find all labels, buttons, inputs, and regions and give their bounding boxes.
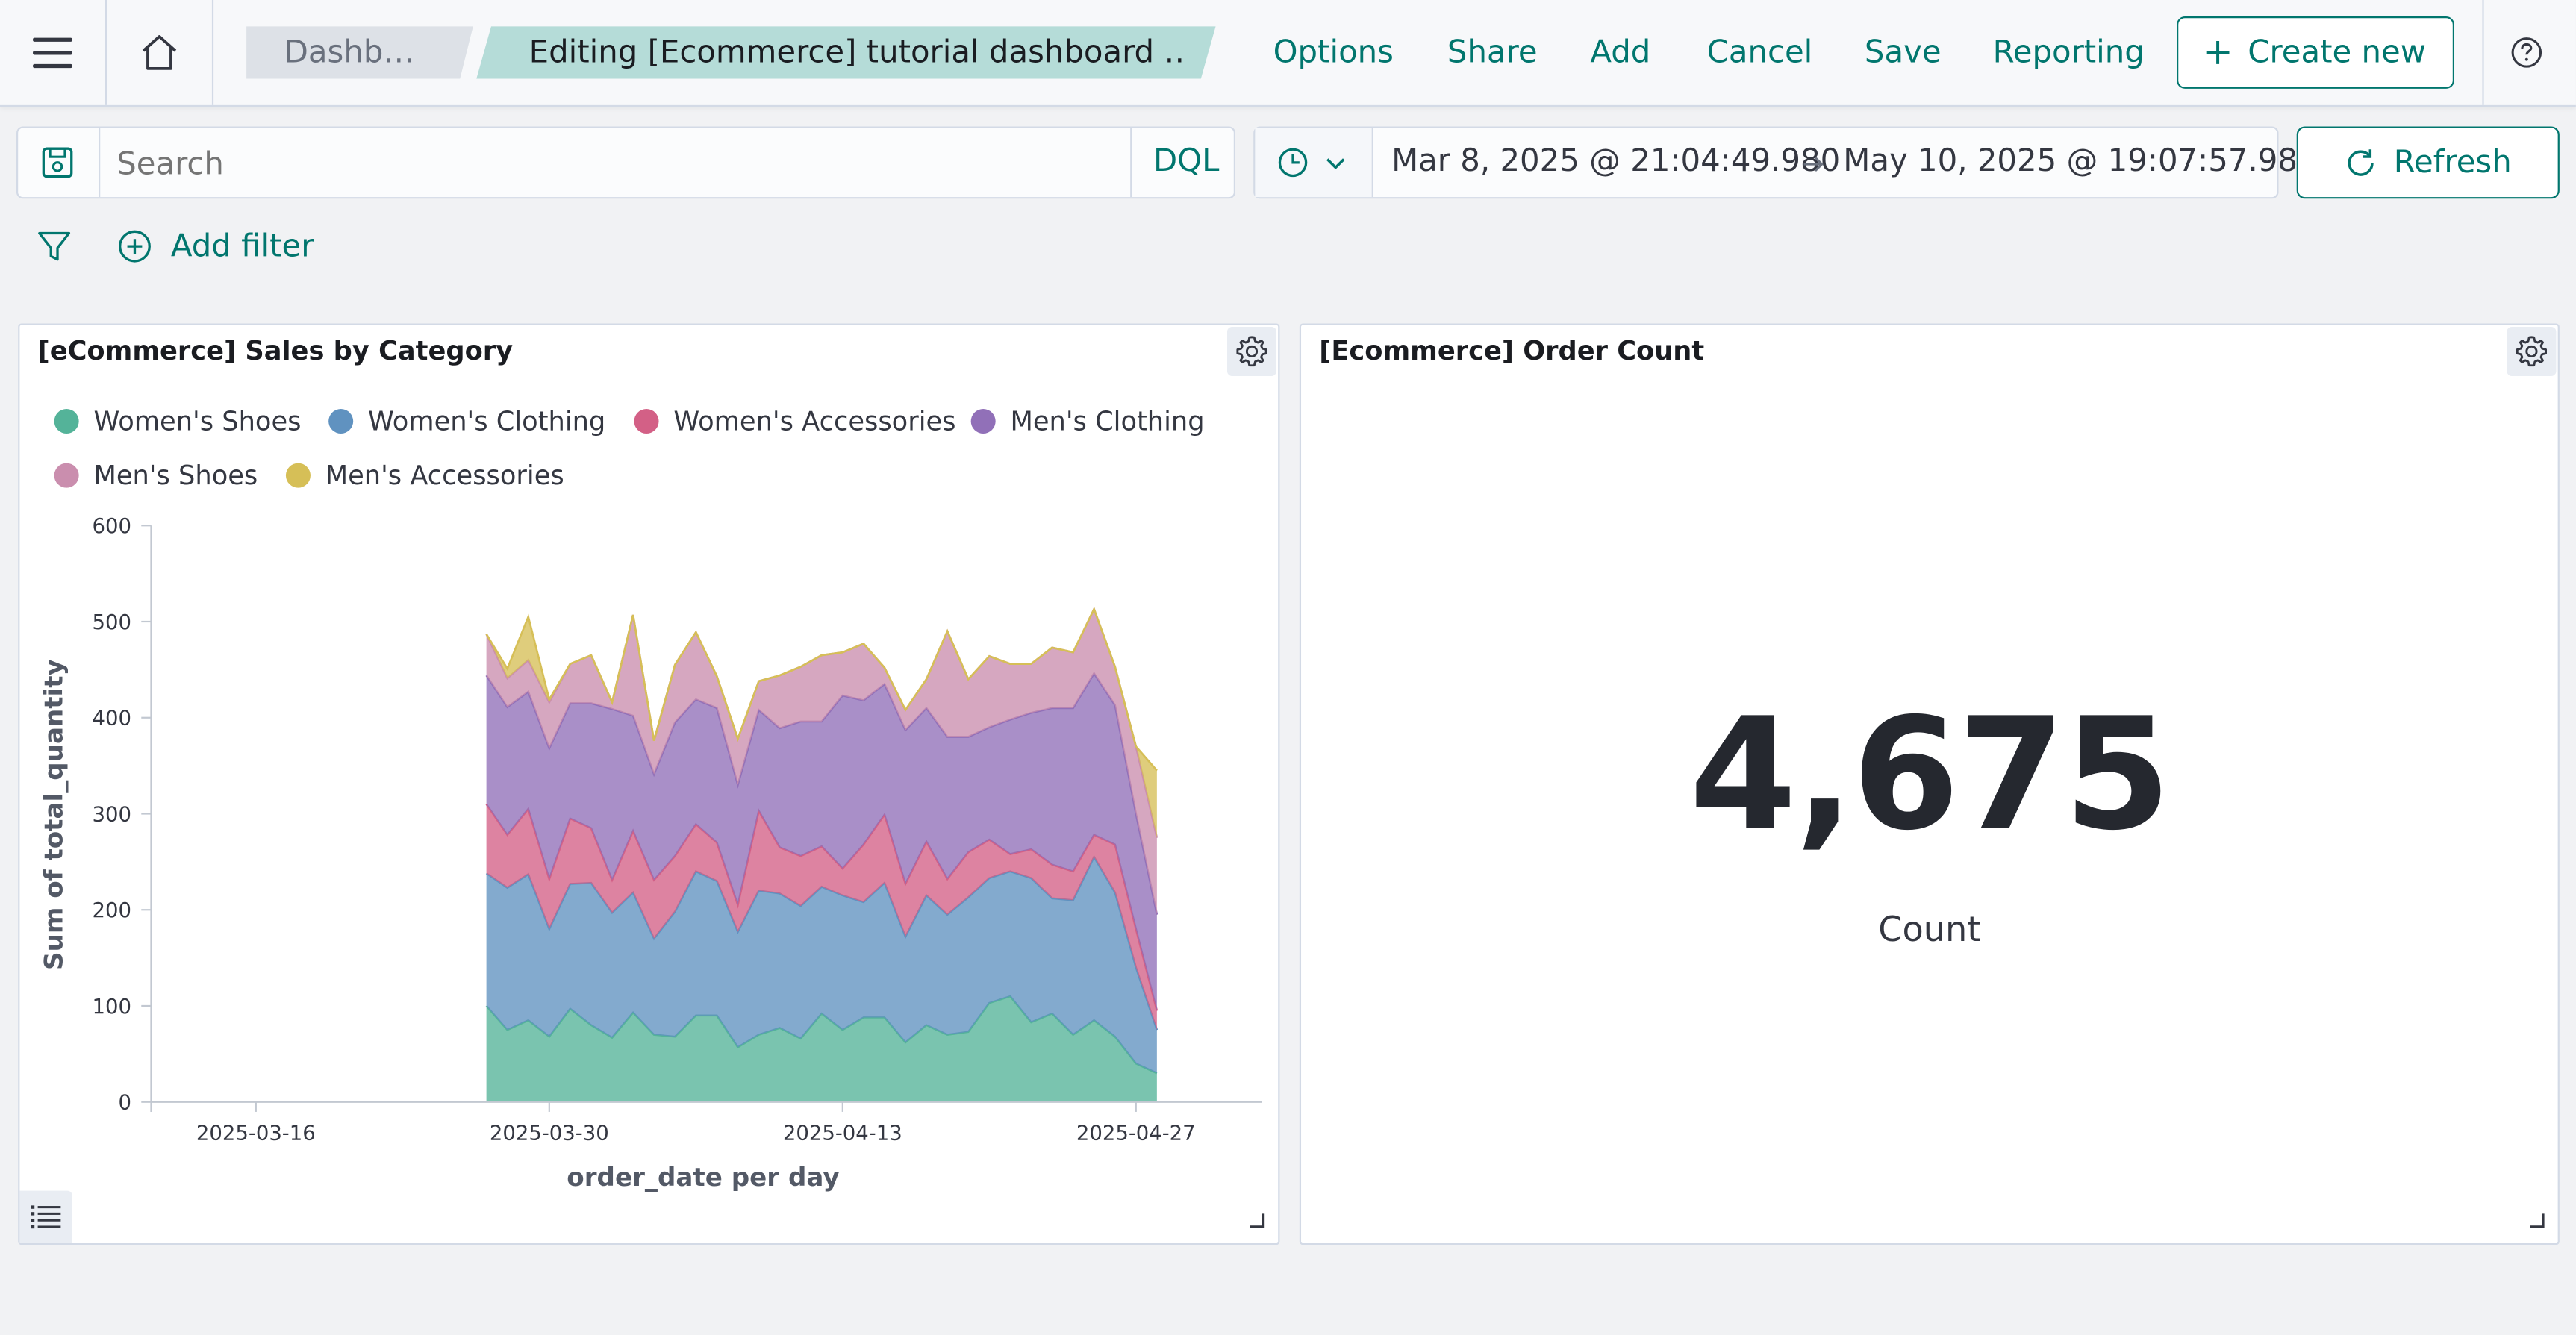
create-new-label: Create new <box>2248 34 2426 71</box>
order-count-panel: [Ecommerce] Order Count 4,675 Count <box>1299 323 2560 1245</box>
legend-item[interactable]: Women's Accessories <box>634 402 956 438</box>
options-link[interactable]: Options <box>1273 34 1394 71</box>
legend-item[interactable]: Women's Shoes <box>54 402 302 438</box>
metric-label: Count <box>1878 910 1981 950</box>
y-axis-title: Sum of total_quantity <box>40 659 69 970</box>
legend-item[interactable]: Women's Clothing <box>328 402 605 438</box>
quick-menu-button[interactable] <box>1255 128 1373 198</box>
chevron-down-icon <box>1326 158 1345 169</box>
legend-label: Women's Clothing <box>367 404 606 437</box>
legend-swatch <box>634 407 659 433</box>
legend-label: Women's Accessories <box>673 404 956 437</box>
reporting-link[interactable]: Reporting <box>1992 34 2145 71</box>
plus-icon <box>2207 41 2230 64</box>
panel-options-button[interactable] <box>2507 326 2557 376</box>
breadcrumb-current: Editing [Ecommerce] tutorial dashboard … <box>528 34 1186 71</box>
language-label: DQL <box>1153 143 1220 179</box>
legend-swatch <box>970 407 996 433</box>
cancel-link[interactable]: Cancel <box>1706 34 1813 71</box>
save-link[interactable]: Save <box>1864 34 1942 71</box>
series-line-5 <box>485 606 1158 772</box>
gear-icon <box>1236 336 1267 367</box>
area-series-0[interactable] <box>486 996 1157 1102</box>
area-series-2[interactable] <box>486 804 1157 1031</box>
legend-swatch <box>285 462 311 487</box>
y-tick-label: 600 <box>93 514 132 538</box>
filter-icon[interactable] <box>36 228 72 264</box>
menu-icon <box>33 37 72 69</box>
legend-label: Men's Clothing <box>1010 404 1205 437</box>
home-button[interactable] <box>134 30 184 76</box>
header-divider <box>2482 0 2484 105</box>
y-tick-label: 500 <box>93 610 132 634</box>
help-icon <box>2511 37 2542 68</box>
header-divider <box>211 0 214 105</box>
refresh-icon <box>2348 149 2374 176</box>
language-toggle[interactable]: DQL <box>1130 128 1237 198</box>
end-date[interactable]: May 10, 2025 @ 19:07:57.987 <box>1843 143 2318 179</box>
gear-icon <box>2516 336 2548 367</box>
metric-value: 4,675 <box>1689 686 2171 866</box>
legend-label: Men's Shoes <box>93 459 258 490</box>
area-series-4[interactable] <box>486 609 1157 915</box>
legend-swatch <box>54 462 79 487</box>
breadcrumb-dashboards[interactable]: Dashb… <box>284 34 415 71</box>
resize-handle-icon[interactable] <box>2528 1212 2545 1228</box>
date-picker: Mar 8, 2025 @ 21:04:49.980 May 10, 2025 … <box>1253 126 2318 199</box>
panel-options-button[interactable] <box>1226 326 1277 376</box>
arrow-right-icon <box>1803 157 1824 172</box>
legend-swatch <box>328 407 354 433</box>
help-button[interactable] <box>2507 33 2546 72</box>
y-tick-label: 100 <box>93 995 132 1019</box>
x-tick-label: 2025-04-13 <box>783 1121 902 1145</box>
home-icon <box>142 35 177 70</box>
add-link[interactable]: Add <box>1590 34 1651 71</box>
menu-button[interactable] <box>26 33 78 72</box>
x-tick-label: 2025-04-27 <box>1076 1121 1196 1145</box>
start-date[interactable]: Mar 8, 2025 @ 21:04:49.980 <box>1391 143 1841 179</box>
x-tick-label: 2025-03-16 <box>196 1121 316 1145</box>
legend-toggle-button[interactable] <box>19 1190 72 1244</box>
legend-item[interactable]: Men's Shoes <box>54 457 258 493</box>
sales-by-category-panel: [eCommerce] Sales by Category Women's Sh… <box>18 323 1280 1245</box>
clock-icon <box>1278 148 1308 178</box>
area-series-3[interactable] <box>486 673 1157 1011</box>
create-new-button[interactable]: Create new <box>2177 16 2454 89</box>
share-link[interactable]: Share <box>1447 34 1538 71</box>
add-filter-button[interactable]: Add filter <box>116 225 314 268</box>
legend-swatch <box>54 407 79 433</box>
legend-label: Women's Shoes <box>93 404 302 437</box>
saved-query-button[interactable] <box>18 128 101 198</box>
add-circle-icon <box>119 230 151 263</box>
refresh-label: Refresh <box>2393 144 2512 181</box>
y-tick-label: 200 <box>93 898 132 922</box>
area-series-1[interactable] <box>486 857 1157 1074</box>
y-tick-label: 300 <box>93 802 132 826</box>
x-tick-label: 2025-03-30 <box>490 1121 609 1145</box>
legend-item[interactable]: Men's Clothing <box>970 402 1205 438</box>
refresh-button[interactable]: Refresh <box>2296 126 2560 199</box>
add-filter-label: Add filter <box>170 228 314 265</box>
list-icon <box>31 1205 61 1229</box>
panel-title: [Ecommerce] Order Count <box>1319 334 1705 366</box>
search-input[interactable] <box>113 134 1123 194</box>
save-query-icon <box>42 147 73 178</box>
y-tick-label: 0 <box>119 1091 132 1115</box>
breadcrumb-backgrounds <box>246 26 1216 79</box>
panel-title: [eCommerce] Sales by Category <box>37 334 514 366</box>
top-header: Dashb… Editing [Ecommerce] tutorial dash… <box>0 0 2576 107</box>
y-tick-label: 400 <box>93 707 132 731</box>
legend-item[interactable]: Men's Accessories <box>285 457 564 493</box>
header-divider <box>105 0 107 105</box>
sales-area-chart: 0 100 200 300 400 500 600 2025-03-16 2025-03-30 2… <box>40 514 1262 1192</box>
x-axis-title: order_date per day <box>567 1163 839 1192</box>
resize-handle-icon[interactable] <box>1249 1212 1265 1228</box>
legend-label: Men's Accessories <box>325 459 564 490</box>
search-bar: DQL <box>16 126 1237 199</box>
